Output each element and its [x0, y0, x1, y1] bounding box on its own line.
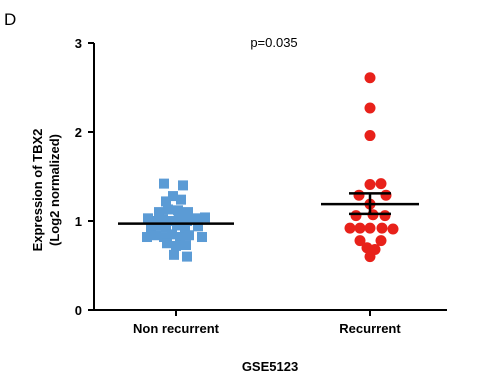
series-non-recurrent [118, 178, 234, 262]
data-point [143, 213, 153, 224]
data-point [173, 205, 183, 216]
data-point [181, 240, 191, 251]
panel-label: D [4, 10, 16, 29]
data-marks [118, 72, 419, 263]
data-point [376, 222, 388, 234]
x-axis-label: GSE5123 [242, 359, 298, 374]
data-point [191, 213, 201, 224]
data-point [167, 229, 177, 240]
data-point [169, 249, 179, 260]
data-point [200, 212, 210, 223]
data-point [364, 102, 376, 114]
data-point [159, 178, 169, 189]
data-point [344, 222, 356, 234]
data-point [159, 232, 169, 243]
data-point [163, 204, 173, 215]
data-point [353, 189, 365, 201]
data-point [375, 235, 387, 247]
y-tick-label: 0 [75, 303, 82, 318]
data-point [184, 230, 194, 241]
y-tick-label: 2 [75, 125, 82, 140]
data-point [175, 232, 185, 243]
data-point [142, 232, 152, 243]
data-point [180, 223, 190, 234]
data-point [154, 207, 164, 218]
data-point [364, 251, 376, 263]
data-point [354, 222, 366, 234]
x-tick-label: Recurrent [339, 321, 401, 336]
y-tick-label: 1 [75, 214, 82, 229]
series-recurrent [321, 72, 419, 263]
data-point [174, 214, 184, 225]
data-point [151, 230, 161, 241]
data-point [182, 216, 192, 226]
data-point [166, 216, 176, 226]
data-point [172, 220, 182, 231]
data-point [146, 223, 156, 234]
data-point [197, 232, 207, 243]
y-axis-label: Expression of TBX2 (Log2 normalized) [30, 129, 62, 252]
data-point [364, 72, 376, 84]
x-tick-label: Non recurrent [133, 321, 220, 336]
y-axis-label-line2: (Log2 normalized) [47, 134, 62, 246]
data-point [158, 214, 168, 225]
y-axis-label-line1: Expression of TBX2 [30, 129, 45, 252]
data-point [364, 222, 376, 234]
data-point [153, 220, 163, 231]
data-point [182, 251, 192, 262]
data-point [350, 210, 362, 222]
data-point [364, 179, 376, 191]
data-point [379, 210, 391, 222]
data-point [387, 223, 399, 235]
y-tick-label: 3 [75, 36, 82, 51]
y-axis: 0 1 2 3 [75, 36, 95, 318]
data-point [380, 189, 392, 201]
data-point [161, 196, 171, 207]
data-point [375, 178, 387, 190]
data-point [168, 191, 178, 202]
x-axis: Non recurrent Recurrent [93, 309, 447, 336]
data-point [193, 221, 203, 232]
p-value-annotation: p=0.035 [250, 35, 297, 50]
data-point [162, 238, 172, 249]
data-point [176, 194, 186, 205]
data-point [171, 240, 181, 251]
data-point [161, 222, 171, 233]
data-point [178, 180, 188, 191]
data-point [183, 207, 193, 218]
data-point [354, 235, 366, 247]
data-point [364, 130, 376, 142]
